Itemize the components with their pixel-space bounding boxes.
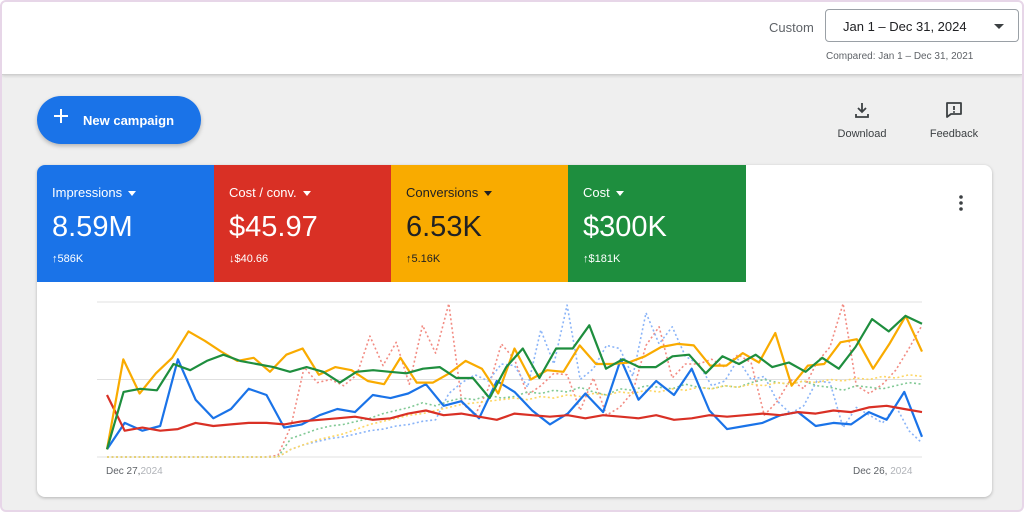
download-label: Download <box>837 128 887 140</box>
performance-card: Impressions 8.59M ↑586K Cost / conv. $45… <box>37 165 992 497</box>
metric-cost-per-conv[interactable]: Cost / conv. $45.97 ↓$40.66 <box>214 165 391 282</box>
arrow-up-icon: ↑ <box>583 253 589 265</box>
chevron-down-icon <box>994 24 1004 29</box>
metric-delta: ↓$40.66 <box>229 253 269 265</box>
series-line-current <box>105 314 924 450</box>
plus-icon <box>53 108 69 124</box>
metric-value: $45.97 <box>229 211 318 243</box>
compared-range: Compared: Jan 1 – Dec 31, 2021 <box>826 51 974 62</box>
metric-delta: ↑5.16K <box>406 253 441 265</box>
metric-delta: ↑586K <box>52 253 84 265</box>
series-line-comparison <box>107 374 923 458</box>
new-campaign-label: New campaign <box>83 113 175 128</box>
metric-cost[interactable]: Cost $300K ↑$181K <box>568 165 746 282</box>
more-vert-icon[interactable] <box>956 194 966 212</box>
performance-chart: Dec 27,2024 Dec 26, 2024 <box>37 282 992 497</box>
x-axis-end-label: Dec 26, 2024 <box>853 466 913 477</box>
metric-name[interactable]: Cost <box>583 185 624 200</box>
dropdown-icon <box>615 191 624 197</box>
dropdown-icon <box>128 191 137 197</box>
metric-impressions[interactable]: Impressions 8.59M ↑586K <box>37 165 214 282</box>
metric-value: 6.53K <box>406 211 482 243</box>
series-line-current <box>106 394 923 432</box>
arrow-up-icon: ↑ <box>406 253 412 265</box>
metric-name[interactable]: Conversions <box>406 185 493 200</box>
top-bar: Custom Jan 1 – Dec 31, 2024 Compared: Ja… <box>2 2 1022 75</box>
series-line-current <box>105 314 923 450</box>
series-line-comparison <box>107 302 923 458</box>
download-icon <box>852 100 872 120</box>
metric-name[interactable]: Impressions <box>52 185 137 200</box>
date-range-value: Jan 1 – Dec 31, 2024 <box>843 19 967 34</box>
date-range-select[interactable]: Jan 1 – Dec 31, 2024 <box>825 9 1019 42</box>
dropdown-icon <box>302 191 311 197</box>
metric-delta: ↑$181K <box>583 253 621 265</box>
line-chart <box>97 301 924 458</box>
series-line-comparison <box>107 304 923 458</box>
new-campaign-button[interactable]: New campaign <box>37 96 201 144</box>
feedback-icon <box>944 100 964 120</box>
arrow-down-icon: ↓ <box>229 253 235 265</box>
x-axis-start-label: Dec 27,2024 <box>106 466 163 477</box>
feedback-label: Feedback <box>929 128 979 140</box>
metric-value: $300K <box>583 211 667 243</box>
metric-name[interactable]: Cost / conv. <box>229 185 311 200</box>
arrow-up-icon: ↑ <box>52 253 58 265</box>
dropdown-icon <box>484 191 493 197</box>
feedback-button[interactable]: Feedback <box>919 98 989 146</box>
metric-conversions[interactable]: Conversions 6.53K ↑5.16K <box>391 165 568 282</box>
download-button[interactable]: Download <box>827 98 897 146</box>
series-line-current <box>106 358 924 450</box>
custom-label: Custom <box>769 20 814 35</box>
metric-value: 8.59M <box>52 211 133 243</box>
